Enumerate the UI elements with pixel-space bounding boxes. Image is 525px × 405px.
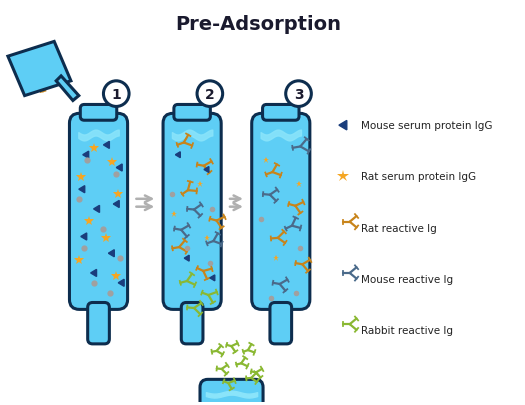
Polygon shape (81, 233, 87, 241)
FancyBboxPatch shape (88, 303, 109, 344)
Polygon shape (8, 42, 71, 96)
FancyBboxPatch shape (80, 105, 117, 121)
Text: 2: 2 (205, 87, 215, 101)
Circle shape (197, 82, 223, 107)
Circle shape (103, 82, 129, 107)
Polygon shape (56, 77, 79, 101)
Polygon shape (113, 201, 119, 208)
Text: 3: 3 (293, 87, 303, 101)
Polygon shape (210, 275, 215, 281)
Polygon shape (91, 270, 97, 277)
Polygon shape (339, 121, 347, 130)
Polygon shape (83, 152, 89, 159)
Polygon shape (118, 279, 124, 287)
FancyBboxPatch shape (262, 105, 299, 121)
FancyBboxPatch shape (270, 303, 291, 344)
Polygon shape (79, 186, 85, 193)
FancyBboxPatch shape (69, 114, 128, 310)
Text: Mouse serum protein IgG: Mouse serum protein IgG (361, 121, 492, 131)
Text: Mouse reactive Ig: Mouse reactive Ig (361, 274, 453, 284)
FancyBboxPatch shape (163, 114, 221, 310)
Polygon shape (93, 206, 100, 213)
FancyBboxPatch shape (181, 303, 203, 344)
Polygon shape (184, 256, 189, 262)
Text: 1: 1 (111, 87, 121, 101)
Polygon shape (204, 167, 209, 173)
Polygon shape (116, 164, 122, 172)
FancyBboxPatch shape (251, 114, 310, 310)
Polygon shape (175, 152, 180, 158)
Polygon shape (103, 142, 109, 149)
Text: Rabbit reactive Ig: Rabbit reactive Ig (361, 325, 453, 335)
Polygon shape (108, 250, 114, 257)
FancyBboxPatch shape (174, 105, 211, 121)
FancyBboxPatch shape (200, 379, 263, 405)
Text: Pre-Adsorption: Pre-Adsorption (175, 15, 341, 34)
Text: Rat serum protein IgG: Rat serum protein IgG (361, 172, 476, 182)
Circle shape (286, 82, 311, 107)
Text: Rat reactive Ig: Rat reactive Ig (361, 223, 436, 233)
